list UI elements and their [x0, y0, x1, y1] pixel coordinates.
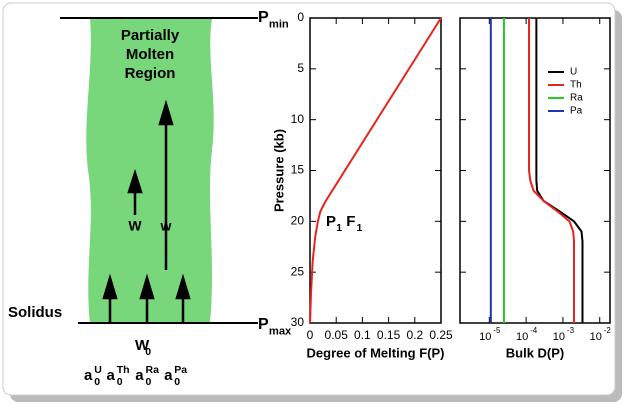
x-axis-label: Degree of Melting F(P): [307, 345, 445, 360]
x-tick-label: 0.05: [325, 328, 349, 342]
symbol-sup: Th: [117, 364, 130, 376]
symbol-base: a: [84, 367, 93, 384]
solidus-label: Solidus: [8, 304, 62, 321]
symbol-base: W: [135, 337, 150, 354]
symbol-base: a: [164, 367, 173, 384]
x-tick-exponent: -5: [493, 326, 501, 335]
symbol-sub: min: [269, 18, 289, 30]
arrow-label: W: [128, 218, 142, 234]
symbol-base: a: [135, 367, 144, 384]
x-tick-label: 10: [590, 331, 602, 343]
x-tick-label: 10: [553, 331, 565, 343]
x-tick-label: 0.2: [406, 328, 423, 342]
legend-label: Th: [570, 80, 582, 91]
symbol-base: P: [258, 316, 269, 333]
symbol-base: P: [258, 9, 269, 26]
symbol-sub: 1: [336, 222, 342, 234]
x-tick-label: 0.25: [429, 328, 453, 342]
legend-label: Ra: [570, 93, 583, 104]
symbol-base: F: [346, 213, 355, 230]
plot-area: [309, 17, 442, 324]
symbol-base: a: [107, 367, 116, 384]
symbol-sub: max: [269, 325, 292, 337]
symbol-sub: 0: [146, 376, 152, 388]
x-tick-exponent: -2: [604, 326, 612, 335]
data-line: [528, 18, 576, 323]
arrows: [102, 99, 191, 323]
data-line: [535, 18, 584, 323]
region-label: Partially: [121, 27, 180, 44]
symbol-sub: 0: [174, 376, 180, 388]
region-label: Region: [125, 65, 176, 82]
y-tick-label: 5: [297, 61, 304, 75]
x-tick-label: 0.1: [354, 328, 371, 342]
symbol-sub: 1: [356, 222, 362, 234]
region-label: Molten: [126, 46, 174, 63]
y-tick-label: 0: [297, 10, 304, 24]
y-tick-label: 20: [291, 214, 305, 228]
data-line: [309, 17, 442, 324]
y-tick-label: 10: [291, 112, 305, 126]
legend-label: Pa: [570, 106, 583, 117]
symbol-sup: Pa: [174, 364, 187, 376]
x-tick-label: 0.15: [377, 328, 401, 342]
y-tick-label: 25: [291, 264, 305, 278]
melting-region: [86, 18, 214, 323]
symbol-sub: 0: [94, 376, 100, 388]
y-axis-label: Pressure (kb): [271, 129, 286, 212]
symbol-sup: U: [94, 364, 102, 376]
x-tick-exponent: -4: [530, 326, 538, 335]
x-tick-label: 10: [516, 331, 528, 343]
x-axis-label: Bulk D(P): [506, 345, 565, 360]
x-tick-exponent: -3: [567, 326, 575, 335]
legend-label: U: [570, 67, 577, 78]
x-tick-label: 10: [479, 331, 491, 343]
x-tick-label: 0: [307, 328, 314, 342]
symbol-sup: Ra: [146, 364, 160, 376]
y-tick-label: 30: [291, 315, 305, 329]
arrow-label: w: [160, 218, 172, 234]
y-tick-label: 15: [291, 163, 305, 177]
plot-area: [459, 17, 611, 324]
symbol-sub: 0: [145, 346, 151, 358]
symbol-sub: 0: [117, 376, 123, 388]
symbol-base: P: [326, 213, 336, 230]
